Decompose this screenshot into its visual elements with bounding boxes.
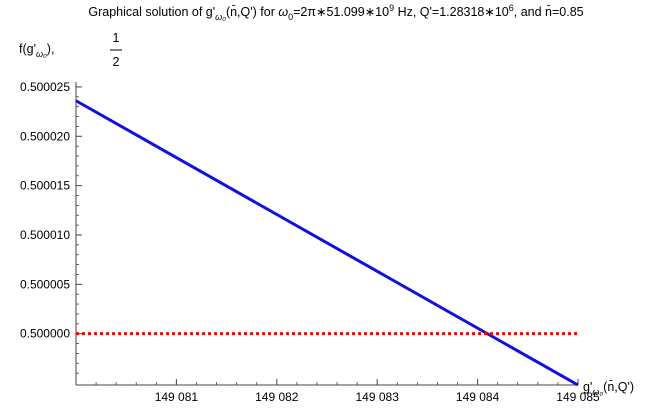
y-label-fraction-denominator: 2 [113,55,120,69]
x-ticks: 149 081 149 082 149 083 149 084 149 085 [95,379,600,404]
x-axis-label: g'ω₀(n̄,Q') [583,380,634,397]
y-tick-label: 0.500000 [20,327,70,341]
x-tick-label: 149 081 [155,390,199,404]
x-tick-label: 149 085 [556,390,600,404]
y-tick-label: 0.500005 [20,277,70,291]
x-tick-label: 149 082 [255,390,299,404]
y-tick-label: 0.500020 [20,129,70,143]
y-label-fraction-numerator: 1 [113,31,120,45]
svg-text:f(g'ω₀),: f(g'ω₀), [19,42,54,59]
x-tick-label: 149 084 [456,390,500,404]
chart-title: Graphical solution of g'ω₀(n̄,Q') for ω0… [88,3,583,22]
y-tick-label: 0.500025 [20,80,70,94]
y-axis-label: f(g'ω₀), 1 2 [19,31,122,69]
series-line-solid [75,99,579,387]
y-ticks: 0.500000 0.500005 0.500010 0.500015 0.500020… [20,80,82,374]
series-layer [75,99,579,387]
y-tick-label: 0.500015 [20,179,70,193]
y-tick-label: 0.500010 [20,228,70,242]
x-tick-label: 149 083 [356,390,400,404]
